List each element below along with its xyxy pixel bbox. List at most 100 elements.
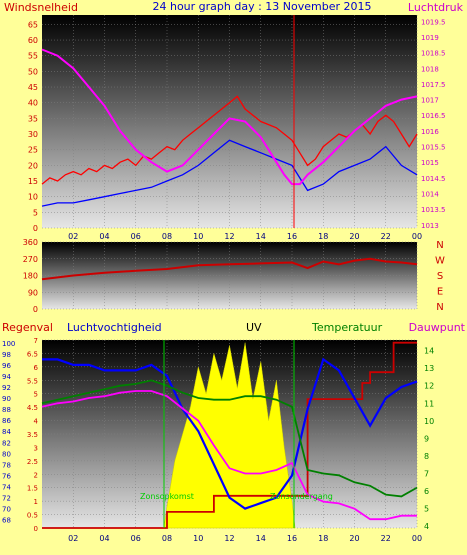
y-rain-tick-label: 4.5 — [27, 404, 38, 412]
rain-humidity-series — [41, 341, 418, 529]
x-tick-label: 22 — [381, 232, 391, 241]
y-tick-label: 180 — [23, 272, 38, 281]
y-right-tick-label: 1013.5 — [421, 206, 446, 214]
y-right-tick-label: 1018.5 — [421, 50, 446, 58]
series-line-temperatuur — [41, 379, 418, 498]
compass-label: W — [435, 256, 445, 267]
y-left-tick-label: 5 — [33, 208, 38, 217]
y-right-tick-label: 1019 — [421, 34, 439, 42]
y-tick-label: 90 — [28, 288, 38, 297]
wind-pressure-panel — [42, 15, 417, 228]
y-right-tick-label: 1016.5 — [421, 112, 446, 120]
y-humidity-tick-label: 86 — [2, 417, 11, 425]
y-right-tick-label: 1016 — [421, 128, 439, 136]
y-right-tick-label: 1018 — [421, 65, 439, 73]
y-temp-tick-label: 6 — [424, 487, 429, 496]
y-right-tick-label: 1017 — [421, 97, 439, 105]
y-right-tick-label: 1014 — [421, 191, 439, 199]
x-tick-label: 04 — [99, 232, 109, 241]
wind-pressure-grid — [42, 15, 418, 229]
y-left-tick-label: 65 — [28, 20, 38, 29]
y-temp-tick-label: 10 — [424, 417, 434, 426]
y-left-tick-label: 45 — [28, 83, 38, 92]
y-temp-tick-label: 14 — [424, 347, 434, 356]
x-tick-label: 14 — [256, 534, 266, 543]
y-rain-tick-label: 5 — [34, 391, 38, 399]
y-humidity-tick-label: 76 — [2, 472, 11, 480]
pressure-label: Luchtdruk — [408, 1, 464, 14]
y-right-tick-label: 1019.5 — [421, 18, 446, 26]
wind-speed-label: Windsnelheid — [4, 1, 78, 14]
y-humidity-tick-label: 90 — [2, 395, 11, 403]
y-left-tick-label: 35 — [28, 114, 38, 123]
y-humidity-tick-label: 70 — [2, 506, 11, 514]
y-temp-tick-label: 8 — [424, 452, 429, 461]
x-tick-label: 18 — [318, 232, 328, 241]
x-tick-label: 16 — [287, 232, 297, 241]
y-rain-tick-label: 3 — [34, 444, 38, 452]
y-right-tick-label: 1013 — [421, 222, 439, 230]
series-line-luchtdruk — [41, 48, 418, 186]
y-tick-label: 360 — [23, 238, 38, 247]
y-humidity-tick-label: 84 — [2, 428, 11, 436]
y-left-tick-label: 50 — [28, 67, 38, 76]
y-humidity-tick-label: 82 — [2, 439, 11, 447]
y-temp-tick-label: 11 — [424, 399, 434, 408]
compass-label: E — [437, 287, 443, 298]
rain-label: Regenval — [2, 321, 53, 334]
wind-pressure-axes: 0510152025303540455055606510131013.51014… — [28, 18, 446, 241]
x-tick-label: 22 — [381, 534, 391, 543]
x-tick-label: 12 — [224, 534, 234, 543]
uv-label: UV — [246, 321, 262, 334]
y-left-tick-label: 15 — [28, 177, 38, 186]
y-right-tick-label: 1017.5 — [421, 81, 446, 89]
y-left-tick-label: 0 — [33, 224, 38, 233]
y-humidity-tick-label: 100 — [2, 340, 15, 348]
y-left-tick-label: 25 — [28, 146, 38, 155]
y-humidity-tick-label: 80 — [2, 450, 11, 458]
y-temp-tick-label: 12 — [424, 382, 434, 391]
x-tick-label: 06 — [131, 232, 141, 241]
y-temp-tick-label: 9 — [424, 434, 429, 443]
series-line-luchtvochtigheid — [42, 357, 418, 510]
y-humidity-tick-label: 98 — [2, 351, 11, 359]
series-line-direction — [41, 257, 418, 281]
y-humidity-tick-label: 74 — [2, 484, 11, 492]
y-right-tick-label: 1015 — [421, 159, 439, 167]
y-temp-tick-label: 7 — [424, 470, 429, 479]
y-rain-tick-label: 2.5 — [27, 458, 38, 466]
y-rain-tick-label: 4 — [34, 418, 39, 426]
wind-direction-series — [41, 257, 418, 281]
y-humidity-tick-label: 78 — [2, 461, 11, 469]
y-humidity-tick-label: 72 — [2, 495, 11, 503]
dewpoint-label: Dauwpunt — [409, 321, 466, 334]
y-left-tick-label: 20 — [28, 161, 38, 170]
y-rain-tick-label: 1 — [34, 498, 38, 506]
y-temp-tick-label: 13 — [424, 364, 434, 373]
y-temp-tick-label: 5 — [424, 505, 429, 514]
y-rain-tick-label: 0 — [34, 525, 38, 533]
uv-area — [163, 342, 296, 529]
y-rain-tick-label: 6 — [34, 364, 39, 372]
wind-pressure-series — [41, 48, 418, 207]
y-tick-label: 0 — [33, 305, 38, 314]
y-left-tick-label: 60 — [28, 36, 38, 45]
y-rain-tick-label: 3.5 — [27, 431, 38, 439]
x-tick-label: 04 — [99, 534, 109, 543]
series-line-dauwpunt — [41, 390, 417, 521]
y-right-tick-label: 1014.5 — [421, 175, 446, 183]
y-rain-tick-label: 0.5 — [27, 512, 38, 520]
sunset-label: Zonsondergang — [270, 492, 333, 501]
temperature-label: Temperatuur — [311, 321, 383, 334]
y-left-tick-label: 40 — [28, 99, 38, 108]
y-rain-tick-label: 1.5 — [27, 485, 38, 493]
x-tick-label: 08 — [162, 534, 172, 543]
y-humidity-tick-label: 94 — [2, 373, 11, 381]
y-tick-label: 270 — [23, 255, 38, 264]
compass-label: N — [436, 240, 443, 251]
y-humidity-tick-label: 68 — [2, 517, 11, 525]
x-tick-label: 02 — [68, 232, 78, 241]
x-tick-label: 00 — [412, 534, 422, 543]
